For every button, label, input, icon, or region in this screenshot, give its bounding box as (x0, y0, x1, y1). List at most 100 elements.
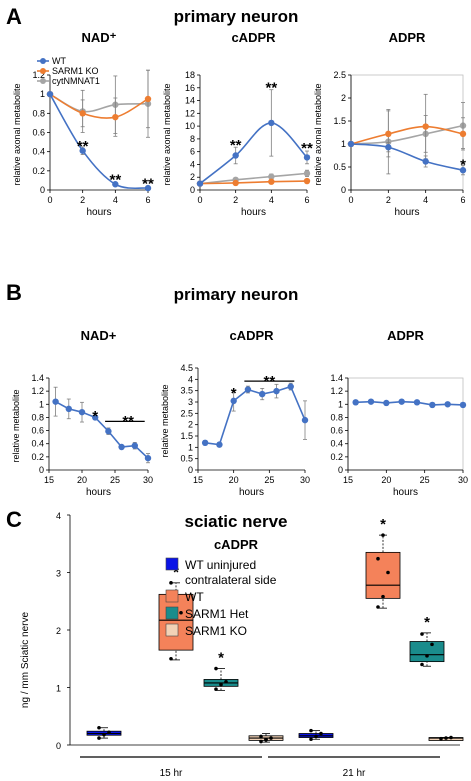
chart-a2-series-line (199, 122, 308, 185)
chart-c1-box-1 (86, 725, 122, 740)
chart-b3-data-point (413, 399, 421, 406)
chart-c1-box-4 (248, 733, 284, 744)
chart-c1-data-point (219, 682, 223, 687)
chart-a1-data-point (46, 90, 54, 98)
chart-b1-x-tick-label: 20 (77, 475, 87, 485)
chart-c1-data-point (319, 731, 323, 736)
chart-b1-x-tick-label: 25 (110, 475, 120, 485)
chart-a1-y-tick-label: 1 (40, 89, 45, 99)
chart-c1-significance-marker: * (218, 650, 224, 667)
chart-a3-series-line (350, 125, 464, 145)
chart-c1-y-tick-label: 0 (56, 741, 61, 751)
chart-a1-y-tick-label: 0.4 (32, 147, 45, 157)
chart-c1-data-point (376, 556, 380, 561)
chart-c1-box-5 (298, 728, 334, 742)
chart-a3-x-tick-label: 2 (386, 195, 391, 205)
chart-c1-significance-marker: * (173, 564, 179, 581)
chart-b2-y-tick-label: 3.5 (180, 386, 193, 396)
chart-b3-data-point (429, 401, 436, 409)
chart-b1-y-tick-label: 0.4 (31, 439, 44, 449)
chart-b1-y-tick-label: 1.2 (31, 386, 44, 396)
chart-a2-significance-marker: ** (301, 140, 313, 157)
chart-b1-y-tick-label: 1 (39, 399, 44, 409)
chart-b1: NAD+ 0 0.2 0.4 0.6 0.8 1 1.2 1.4 15 20 25 30 hours rel… (11, 328, 153, 498)
chart-c1-data-point (314, 734, 318, 739)
chart-c1-significance-marker: * (380, 516, 386, 533)
chart-b2-significance-marker: ** (263, 373, 275, 390)
chart-a2-y-tick-label: 10 (185, 121, 195, 131)
chart-a3-series-wt (347, 140, 467, 176)
chart-a2-y-tick-label: 2 (190, 172, 195, 182)
chart-a1-data-point (79, 147, 86, 154)
chart-a2-data-point (196, 180, 204, 187)
chart-a3-data-point (385, 144, 392, 151)
chart-a3-x-tick-label: 4 (423, 195, 428, 205)
chart-b3-y-tick-label: 0 (338, 465, 343, 475)
chart-c1-legend-label: WT uninjured (185, 558, 256, 572)
chart-a1-y-tick-label: 0.2 (32, 166, 45, 176)
chart-c1-data-point (381, 533, 385, 537)
chart-b2-y-tick-label: 0.5 (180, 454, 193, 464)
chart-a2-data-point (232, 179, 239, 187)
chart-b1-y-axis-label: relative metabolite (11, 389, 21, 462)
chart-b1-data-point (65, 405, 73, 413)
chart-c1-box (409, 641, 445, 663)
chart-b3-data-point (444, 401, 451, 408)
chart-b1-x-tick-label: 30 (143, 475, 153, 485)
chart-a3-y-tick-label: 2 (341, 93, 346, 103)
chart-b2-data-point (244, 386, 252, 393)
chart-c1-legend-label: SARM1 KO (185, 624, 247, 638)
chart-b2-title: cADPR (229, 328, 274, 343)
chart-b1-title: NAD+ (81, 328, 117, 343)
chart-a3-y-tick-label: 2.5 (333, 70, 346, 80)
chart-c1-y-tick-label: 3 (56, 569, 61, 579)
chart-a3-y-tick-label: 0.5 (333, 162, 346, 172)
chart-a3-y-tick-label: 1 (341, 139, 346, 149)
chart-b1-data-point (92, 414, 99, 421)
chart-a1-data-point (112, 113, 119, 121)
chart-a3-x-axis-label: hours (394, 207, 419, 218)
chart-a1-y-axis-label: relative axonal metabolite (12, 83, 22, 185)
chart-a2-y-tick-label: 14 (185, 96, 195, 106)
chart-b2-y-tick-label: 4 (188, 374, 193, 384)
chart-c1-data-point (439, 736, 443, 741)
chart-a3-data-point (347, 140, 355, 148)
chart-b3-x-tick-label: 25 (420, 475, 430, 485)
chart-c1-data-point (309, 737, 313, 742)
chart-c1-title: cADPR (214, 537, 259, 552)
chart-a2-y-tick-label: 6 (190, 147, 195, 157)
chart-a3-series-line (350, 143, 464, 171)
chart-a3-series-line (350, 124, 464, 145)
chart-b1-y-tick-label: 0.8 (31, 412, 44, 422)
chart-c1-legend-swatch (165, 623, 179, 637)
chart-a2-data-point (268, 119, 275, 127)
chart-a2-y-axis-label: relative axonal metabolite (162, 83, 172, 185)
chart-b1-x-axis-label: hours (86, 487, 111, 498)
chart-a2-significance-marker: ** (265, 80, 277, 97)
chart-a1-data-point (144, 184, 152, 192)
chart-a3-x-tick-label: 0 (348, 195, 353, 205)
chart-b2-data-point (259, 390, 266, 398)
chart-a1-y-tick-label: 0.8 (32, 108, 45, 118)
chart-b2-data-point (301, 416, 309, 424)
chart-b2: cADPR 00.5 11.52 2.533.5 44.5 15 20 25 30 hours re… (160, 328, 310, 498)
chart-b3-data-point (459, 401, 467, 409)
chart-c1-box (365, 551, 401, 599)
panel-title-c: sciatic nerve (184, 512, 287, 531)
chart-a1-data-point (144, 95, 152, 103)
chart-b3-data-point (383, 399, 390, 407)
chart-c1-data-point (420, 632, 424, 636)
chart-a2-x-tick-label: 0 (197, 195, 202, 205)
chart-a3: ADPR 0 0.5 1 1.5 2 2.5 0 2 4 6 hours relative axonal… (313, 30, 467, 218)
chart-a3-data-point (385, 130, 392, 138)
chart-b3-x-tick-label: 30 (458, 475, 468, 485)
chart-c1-legend-swatch (165, 557, 179, 571)
panel-title-b: primary neuron (174, 285, 299, 304)
chart-c1-data-point (169, 581, 173, 585)
chart-c1-data-point (97, 725, 101, 730)
chart-c1-y-axis-label: ng / mm Sciatic nerve (20, 611, 31, 708)
chart-b3-data-point (352, 399, 359, 406)
chart-b1-y-tick-label: 0 (39, 465, 44, 475)
chart-a2-series-line (199, 180, 308, 185)
chart-a3-series-cytnmnat1 (347, 102, 467, 175)
